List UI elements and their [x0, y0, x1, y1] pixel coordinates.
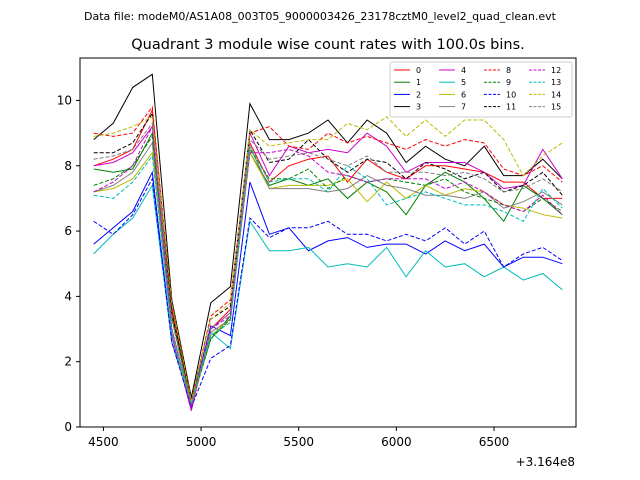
series-line-5: [93, 183, 563, 406]
x-axis: 4500 5000 5500 6000 6500: [88, 427, 509, 449]
legend-label-6: 6: [461, 90, 466, 99]
x-tick-label: 5500: [283, 435, 314, 449]
y-tick-label: 4: [64, 289, 72, 303]
series-line-15: [93, 121, 563, 405]
legend-label-15: 15: [551, 103, 561, 112]
series-line-4: [93, 125, 563, 411]
chart-title: Quadrant 3 module wise count rates with …: [131, 37, 525, 53]
series-line-8: [93, 105, 563, 402]
y-axis: 0 2 4 6 8 10: [57, 93, 80, 434]
legend-label-13: 13: [551, 78, 561, 87]
series-line-14: [93, 116, 563, 402]
x-offset-label: +3.164e8: [516, 455, 575, 469]
legend-label-1: 1: [416, 78, 421, 87]
legend-label-9: 9: [506, 78, 511, 87]
series-line-10: [93, 177, 563, 409]
x-tick-label: 4500: [88, 435, 119, 449]
x-tick-label: 6000: [381, 435, 412, 449]
series-line-12: [93, 124, 563, 408]
legend-label-5: 5: [461, 78, 466, 87]
series-line-13: [93, 144, 563, 406]
x-tick-label: 6500: [479, 435, 510, 449]
series-line-1: [93, 131, 563, 407]
axes-frame: [79, 57, 577, 428]
plot-area: [93, 73, 563, 411]
legend-label-4: 4: [461, 66, 466, 75]
y-tick-label: 6: [64, 224, 72, 238]
legend-label-11: 11: [506, 103, 516, 112]
legend-label-7: 7: [461, 103, 466, 112]
legend-label-3: 3: [416, 103, 421, 112]
legend-box: [389, 61, 573, 118]
legend-label-8: 8: [506, 66, 511, 75]
figure-suptitle: Data file: modeM0/AS1A08_003T05_90000034…: [84, 10, 557, 23]
series-line-9: [93, 134, 563, 407]
x-tick-label: 5000: [186, 435, 217, 449]
legend-label-12: 12: [551, 66, 561, 75]
legend-label-14: 14: [551, 90, 561, 99]
y-tick-label: 10: [57, 93, 72, 107]
legend-label-2: 2: [416, 90, 421, 99]
legend-label-10: 10: [506, 90, 516, 99]
y-tick-label: 8: [64, 159, 72, 173]
legend-label-0: 0: [416, 66, 421, 75]
y-tick-label: 2: [64, 355, 72, 369]
y-tick-label: 0: [64, 420, 72, 434]
